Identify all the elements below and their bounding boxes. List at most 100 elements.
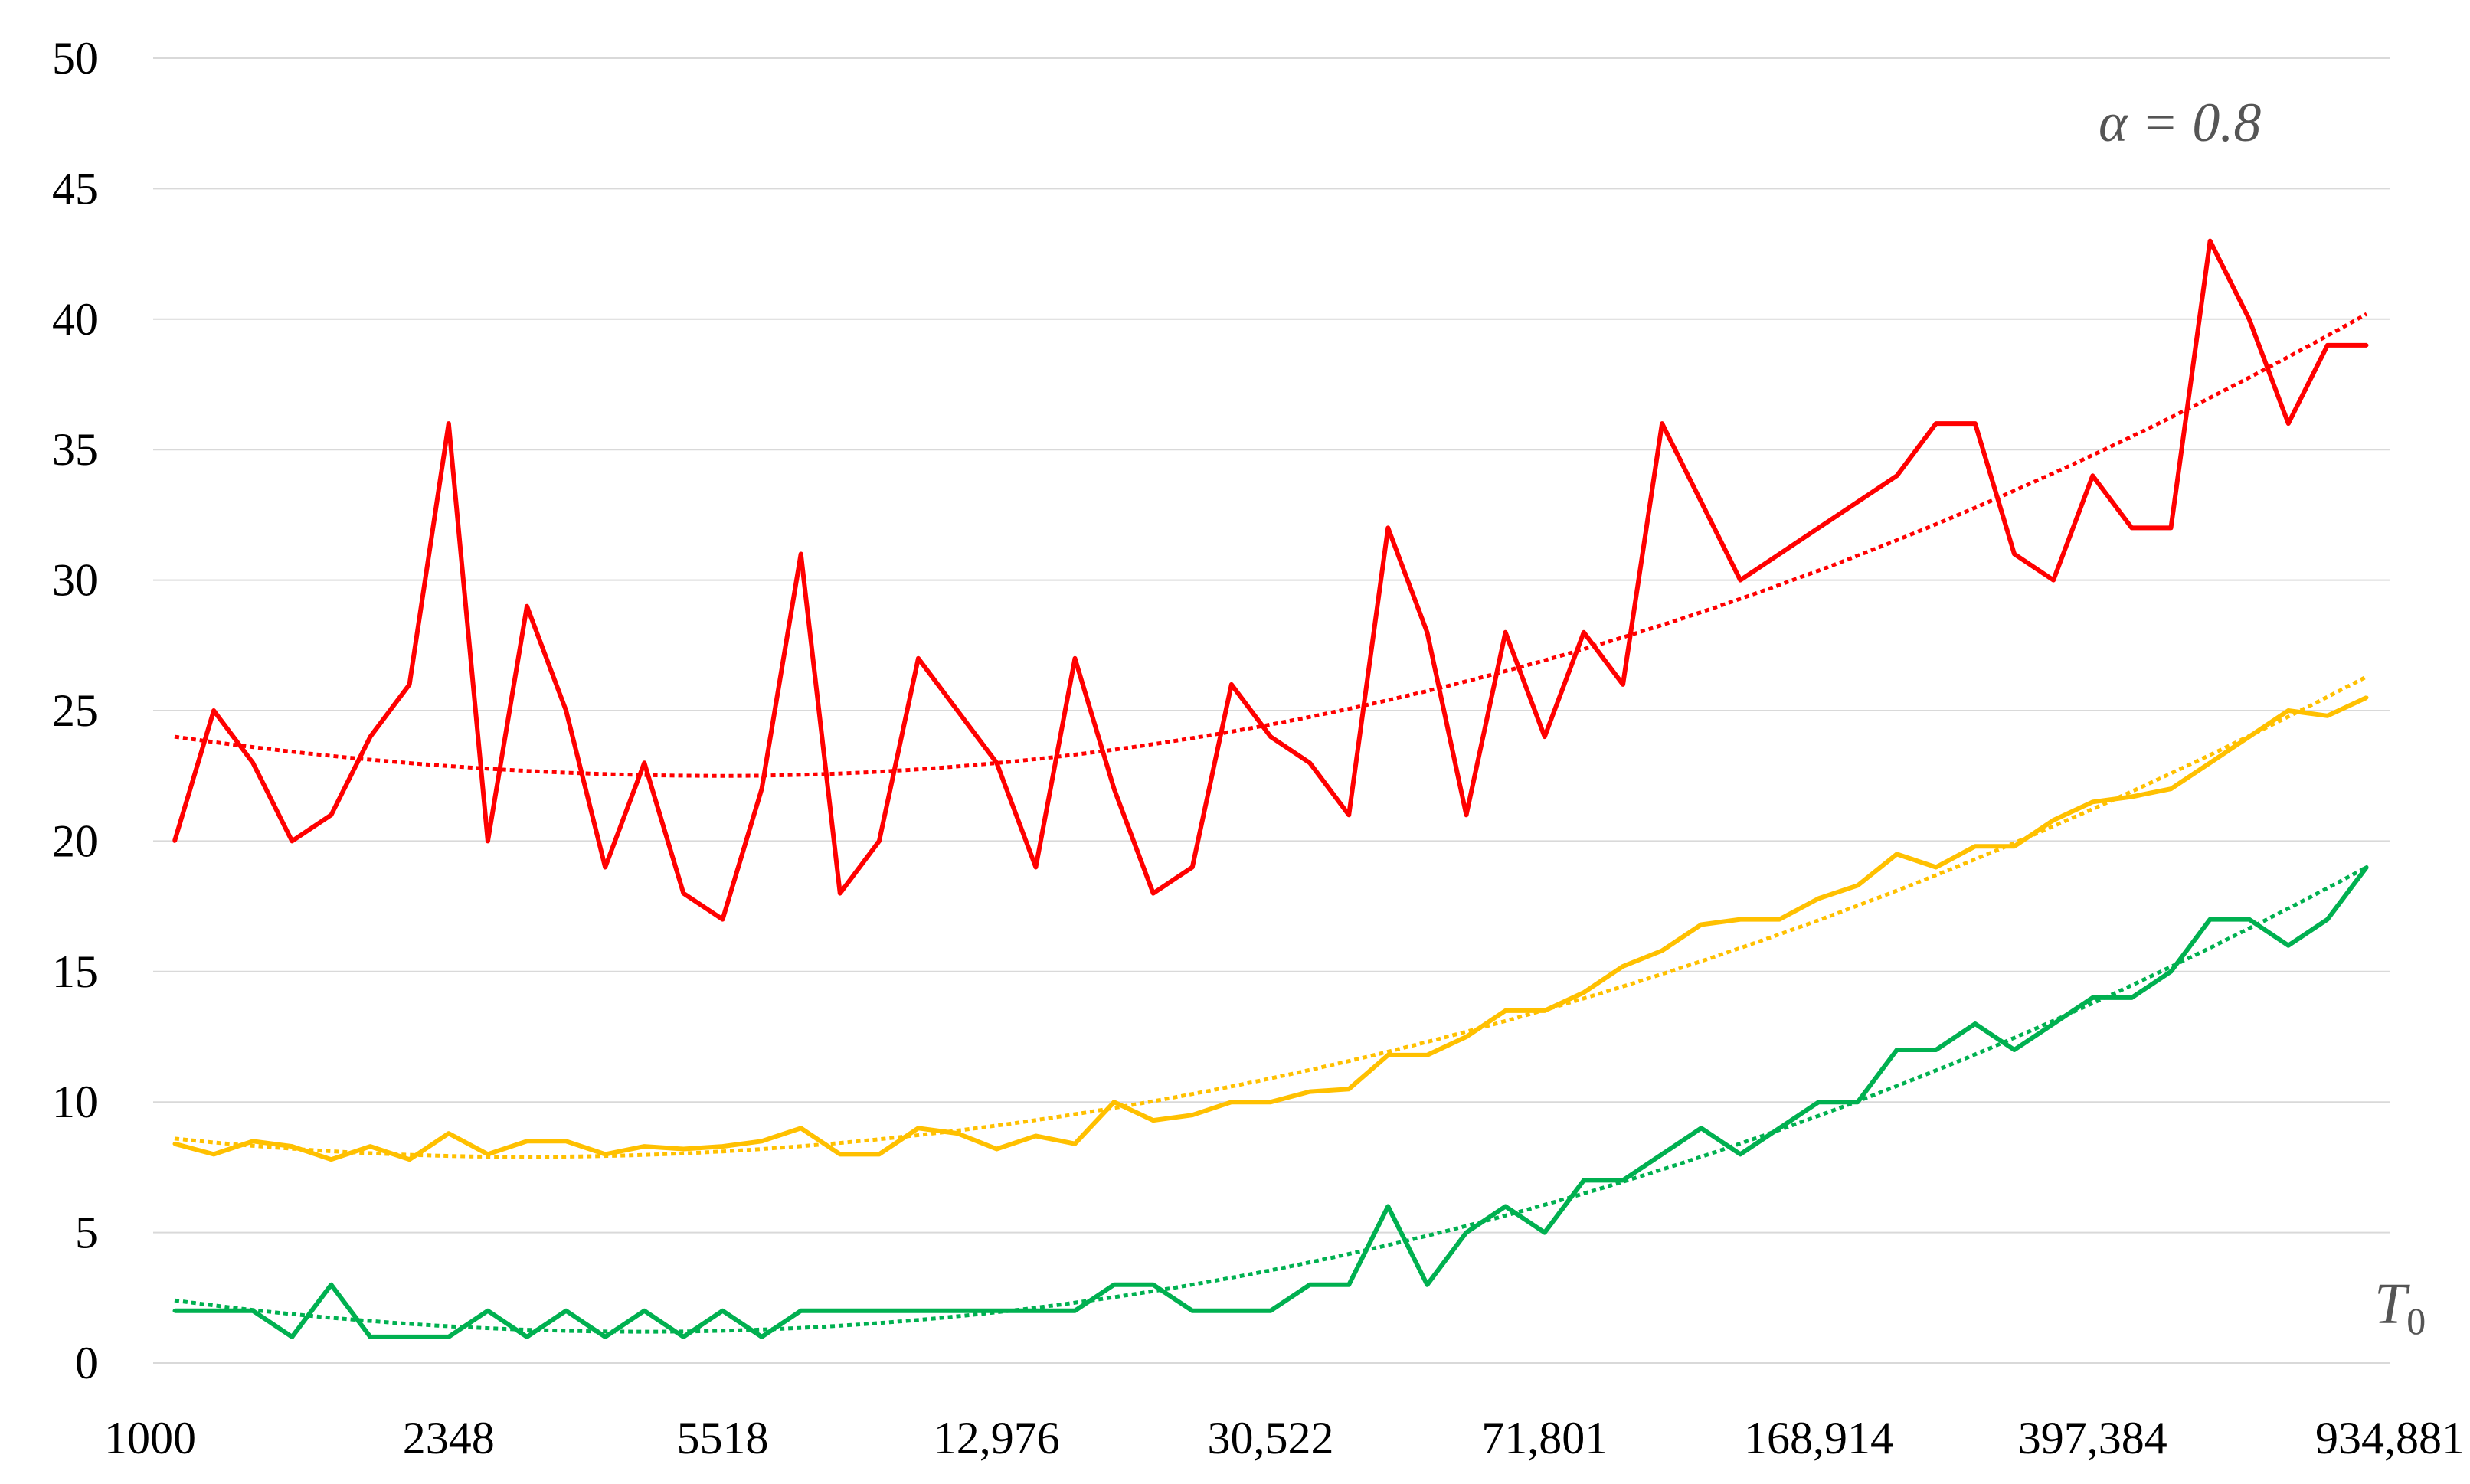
data-point-1-47 — [2012, 844, 2017, 848]
data-point-2-20 — [955, 1309, 960, 1313]
trend-line-1 — [174, 675, 2368, 1159]
data-point-2-36 — [1582, 1178, 1586, 1182]
data-point-0-4 — [329, 812, 333, 817]
data-point-1-16 — [799, 1126, 803, 1130]
x-tick-label-30,522: 30,522 — [1208, 1413, 1334, 1463]
trend-line-0 — [174, 312, 2368, 778]
y-tick-label-45: 45 — [52, 163, 98, 214]
data-point-2-38 — [1660, 1152, 1664, 1156]
data-point-0-46 — [1973, 421, 1978, 426]
y-tick-label-35: 35 — [52, 424, 98, 475]
data-point-2-25 — [1151, 1283, 1156, 1287]
data-point-2-41 — [1777, 1126, 1781, 1130]
data-point-0-24 — [1112, 786, 1117, 791]
data-point-1-49 — [2090, 799, 2095, 804]
data-point-0-53 — [2247, 317, 2252, 322]
data-point-2-50 — [2129, 995, 2134, 1000]
data-point-1-0 — [172, 1142, 177, 1146]
data-point-0-54 — [2286, 421, 2291, 426]
data-point-2-46 — [1973, 1021, 1978, 1026]
data-point-2-35 — [1543, 1231, 1547, 1235]
data-series — [172, 238, 2369, 1339]
data-point-0-33 — [1464, 812, 1469, 817]
data-point-0-27 — [1229, 682, 1234, 687]
data-point-1-7 — [447, 1131, 451, 1136]
data-point-2-32 — [1425, 1283, 1429, 1287]
data-point-0-49 — [2090, 473, 2095, 478]
data-point-1-17 — [838, 1152, 842, 1156]
data-point-2-30 — [1346, 1283, 1351, 1287]
data-point-0-29 — [1307, 760, 1312, 765]
data-point-2-47 — [2012, 1048, 2017, 1052]
y-tick-label-10: 10 — [52, 1077, 98, 1127]
data-point-1-38 — [1660, 949, 1664, 953]
data-point-1-34 — [1503, 1008, 1508, 1013]
data-point-2-0 — [172, 1309, 177, 1313]
data-point-2-54 — [2286, 943, 2291, 948]
data-point-1-52 — [2208, 760, 2213, 765]
data-point-0-0 — [172, 838, 177, 843]
data-point-0-5 — [368, 734, 373, 739]
data-point-1-56 — [2364, 695, 2369, 700]
data-point-1-36 — [1582, 990, 1586, 995]
data-point-1-37 — [1621, 964, 1625, 969]
data-point-1-44 — [1895, 852, 1899, 856]
data-point-1-43 — [1856, 883, 1860, 887]
data-point-1-14 — [721, 1144, 725, 1149]
data-point-1-19 — [916, 1126, 921, 1130]
x-tick-label-397,384: 397,384 — [2018, 1413, 2167, 1463]
data-point-2-22 — [1033, 1309, 1038, 1313]
data-point-2-1 — [211, 1309, 216, 1313]
x-axis-label-subscript: 0 — [2406, 1299, 2426, 1342]
y-tick-label-50: 50 — [52, 33, 98, 83]
data-point-2-13 — [681, 1335, 685, 1339]
data-point-2-33 — [1464, 1231, 1469, 1235]
data-point-0-15 — [760, 786, 764, 791]
x-tick-label-934,881: 934,881 — [2315, 1413, 2465, 1463]
data-point-2-31 — [1385, 1205, 1390, 1209]
x-tick-label-1000: 1000 — [104, 1413, 196, 1463]
data-point-0-8 — [486, 838, 490, 843]
data-point-0-6 — [407, 682, 412, 687]
x-tick-label-71,801: 71,801 — [1481, 1413, 1608, 1463]
x-axis-label: T0 — [2374, 1272, 2426, 1342]
data-point-1-3 — [290, 1144, 294, 1149]
data-point-2-4 — [329, 1283, 333, 1287]
data-point-2-5 — [368, 1335, 373, 1339]
data-point-2-15 — [760, 1335, 764, 1339]
data-point-2-19 — [916, 1309, 921, 1313]
data-point-0-13 — [681, 891, 685, 896]
data-point-1-28 — [1268, 1100, 1273, 1104]
data-point-0-44 — [1895, 473, 1899, 478]
data-point-0-28 — [1268, 734, 1273, 739]
data-point-0-56 — [2364, 343, 2369, 348]
data-point-0-23 — [1072, 656, 1077, 661]
data-point-0-3 — [290, 838, 294, 843]
data-point-1-13 — [681, 1147, 685, 1152]
data-point-1-21 — [994, 1147, 999, 1152]
data-point-0-17 — [838, 891, 842, 896]
data-point-1-33 — [1464, 1035, 1469, 1039]
series-1 — [172, 695, 2369, 1162]
data-point-2-49 — [2090, 995, 2095, 1000]
data-point-0-39 — [1699, 499, 1703, 504]
data-point-2-51 — [2168, 969, 2173, 974]
data-point-2-17 — [838, 1309, 842, 1313]
data-point-0-25 — [1151, 891, 1156, 896]
data-point-0-42 — [1817, 525, 1821, 530]
data-point-2-42 — [1817, 1100, 1821, 1104]
data-point-1-45 — [1934, 865, 1938, 869]
data-point-2-3 — [290, 1335, 294, 1339]
data-point-1-12 — [642, 1144, 646, 1149]
x-tick-label-168,914: 168,914 — [1744, 1413, 1893, 1463]
data-point-2-18 — [877, 1309, 882, 1313]
data-point-1-6 — [407, 1157, 412, 1162]
data-point-2-55 — [2325, 917, 2330, 922]
data-point-2-28 — [1268, 1309, 1273, 1313]
data-point-0-22 — [1033, 865, 1038, 869]
x-axis-label-main: T — [2374, 1272, 2410, 1336]
data-point-2-29 — [1307, 1283, 1312, 1287]
data-point-0-12 — [642, 760, 646, 765]
data-point-1-42 — [1817, 896, 1821, 901]
